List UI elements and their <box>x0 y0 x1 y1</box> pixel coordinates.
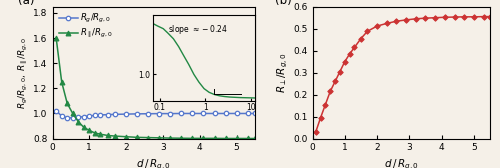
$R_g/R_{g,0}$ <box>200 112 206 114</box>
$R_g/R_{g,0}$ <box>145 113 151 115</box>
$R_g/R_{g,0}$ <box>92 114 98 116</box>
$R_g/R_{g,0}$ <box>76 116 82 118</box>
$R_\parallel/R_{g,0}$ <box>64 102 70 104</box>
$R_\parallel/R_{g,0}$ <box>244 137 250 139</box>
$R_g/R_{g,0}$ <box>252 112 258 114</box>
$R_g/R_{g,0}$ <box>190 112 196 114</box>
$R_\parallel/R_{g,0}$ <box>178 137 184 139</box>
$R_\parallel/R_{g,0}$ <box>156 137 162 139</box>
$R_\parallel/R_{g,0}$ <box>92 132 98 134</box>
$R_g/R_{g,0}$ <box>222 112 228 114</box>
$R_g/R_{g,0}$ <box>112 113 118 115</box>
X-axis label: $d\,/\,R_{g,0}$: $d\,/\,R_{g,0}$ <box>136 158 172 168</box>
$R_\parallel/R_{g,0}$ <box>168 137 173 139</box>
Text: (a): (a) <box>18 0 34 7</box>
X-axis label: $d\,/\,R_{g,0}$: $d\,/\,R_{g,0}$ <box>384 158 419 168</box>
$R_\parallel/R_{g,0}$ <box>86 129 92 131</box>
$R_\parallel/R_{g,0}$ <box>222 137 228 139</box>
$R_g/R_{g,0}$ <box>98 114 103 116</box>
$R_\parallel/R_{g,0}$ <box>70 112 76 114</box>
$R_\parallel/R_{g,0}$ <box>234 137 239 139</box>
Line: $R_g/R_{g,0}$: $R_g/R_{g,0}$ <box>54 109 257 120</box>
Y-axis label: $R_\perp/R_{g,0}$: $R_\perp/R_{g,0}$ <box>276 52 290 93</box>
Y-axis label: $R_g/R_{g,0},\; R_\parallel/R_{g,0}$: $R_g/R_{g,0},\; R_\parallel/R_{g,0}$ <box>18 36 30 109</box>
$R_g/R_{g,0}$ <box>81 116 87 118</box>
$R_\parallel/R_{g,0}$ <box>81 126 87 128</box>
$R_\parallel/R_{g,0}$ <box>134 136 140 138</box>
$R_g/R_{g,0}$ <box>134 113 140 115</box>
$R_g/R_{g,0}$ <box>123 113 129 115</box>
$R_g/R_{g,0}$ <box>58 115 64 117</box>
$R_g/R_{g,0}$ <box>178 112 184 114</box>
Legend: $R_g/R_{g,0}$, $R_\parallel/R_{g,0}$: $R_g/R_{g,0}$, $R_\parallel/R_{g,0}$ <box>56 9 116 44</box>
$R_g/R_{g,0}$ <box>53 110 59 112</box>
$R_\parallel/R_{g,0}$ <box>212 137 218 139</box>
$R_g/R_{g,0}$ <box>212 112 218 114</box>
$R_\parallel/R_{g,0}$ <box>76 121 82 123</box>
$R_g/R_{g,0}$ <box>234 112 239 114</box>
$R_\parallel/R_{g,0}$ <box>200 137 206 139</box>
$R_\parallel/R_{g,0}$ <box>53 37 59 39</box>
$R_\parallel/R_{g,0}$ <box>58 81 64 83</box>
$R_\parallel/R_{g,0}$ <box>112 135 118 137</box>
Line: $R_\parallel/R_{g,0}$: $R_\parallel/R_{g,0}$ <box>54 36 258 141</box>
Text: (b): (b) <box>275 0 292 7</box>
$R_g/R_{g,0}$ <box>104 114 110 116</box>
$R_\parallel/R_{g,0}$ <box>104 134 110 136</box>
$R_g/R_{g,0}$ <box>156 113 162 115</box>
$R_\parallel/R_{g,0}$ <box>98 133 103 135</box>
$R_\parallel/R_{g,0}$ <box>123 136 129 138</box>
$R_g/R_{g,0}$ <box>244 112 250 114</box>
$R_\parallel/R_{g,0}$ <box>145 137 151 139</box>
$R_\parallel/R_{g,0}$ <box>252 137 258 139</box>
Text: slope $\approx -0.24$: slope $\approx -0.24$ <box>168 23 228 36</box>
$R_g/R_{g,0}$ <box>86 115 92 117</box>
$R_g/R_{g,0}$ <box>64 117 70 119</box>
$R_\parallel/R_{g,0}$ <box>190 137 196 139</box>
$R_g/R_{g,0}$ <box>70 117 76 119</box>
$R_g/R_{g,0}$ <box>168 113 173 115</box>
